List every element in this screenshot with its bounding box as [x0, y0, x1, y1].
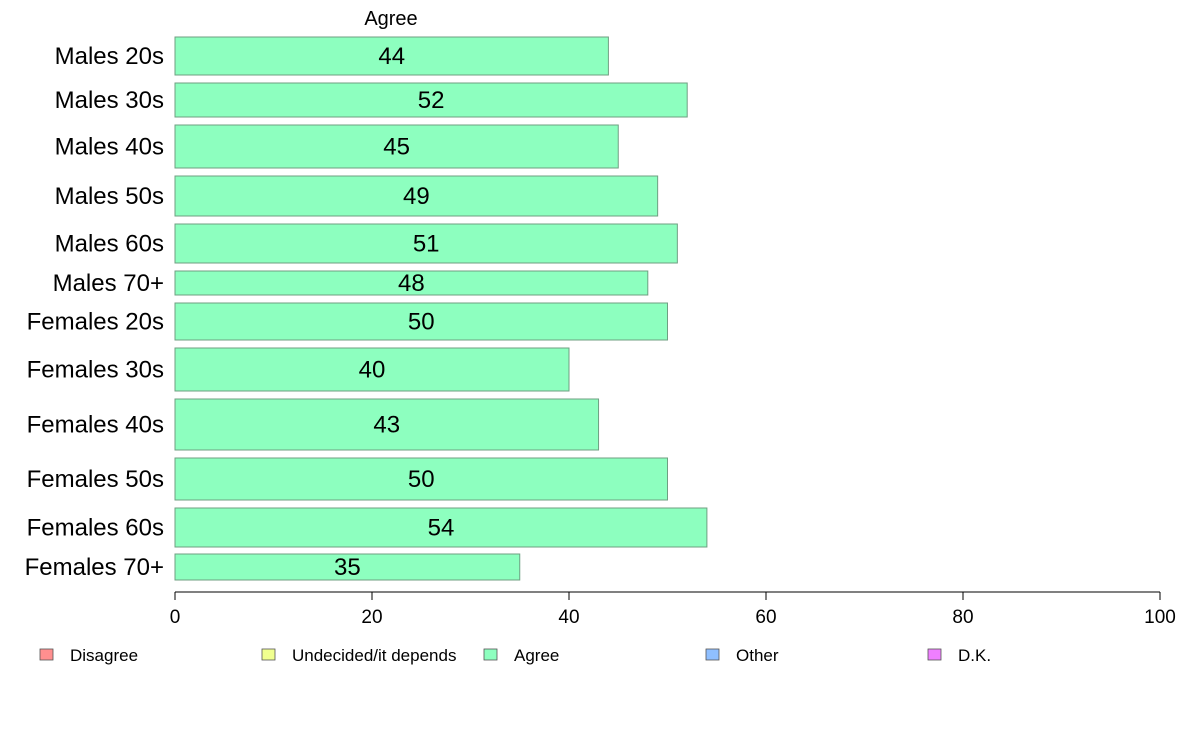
legend-swatch	[927, 648, 942, 661]
legend-swatch	[39, 648, 54, 661]
legend-item: Disagree	[39, 646, 138, 665]
bar	[174, 398, 600, 451]
bar-value-label: 51	[413, 231, 440, 258]
category-label: Males 60s	[55, 231, 164, 258]
bar-value-label: 48	[398, 270, 425, 297]
x-tick-label: 40	[558, 607, 579, 628]
legend-label: Other	[736, 646, 779, 665]
x-tick-label: 80	[952, 607, 973, 628]
bar	[174, 507, 708, 548]
bar-value-label: 54	[428, 515, 455, 542]
category-label: Females 70+	[25, 554, 164, 581]
x-tick-label: 100	[1144, 607, 1176, 628]
bar-value-label: 52	[418, 87, 445, 114]
category-label: Males 70+	[53, 270, 164, 297]
series-title: Agree	[364, 8, 417, 30]
category-label: Females 40s	[27, 412, 164, 439]
bars: Males 20s 44 Males 30s 52 Males 40s 45 Males 5…	[25, 36, 708, 581]
category-label: Females 20s	[27, 309, 164, 336]
x-axis: 0 20 40 60 80 100	[170, 591, 1176, 628]
bar	[174, 553, 521, 581]
bar-value-label: 49	[403, 183, 430, 210]
legend-swatch	[705, 648, 720, 661]
bar-value-label: 43	[373, 412, 400, 439]
bar	[174, 175, 659, 217]
category-label: Males 50s	[55, 183, 164, 210]
legend-label: D.K.	[958, 646, 991, 665]
bar-value-label: 44	[378, 43, 405, 70]
category-label: Males 20s	[55, 43, 164, 70]
bar	[174, 302, 668, 341]
legend-label: Disagree	[70, 646, 138, 665]
bar	[174, 36, 609, 76]
x-tick-label: 20	[361, 607, 382, 628]
bar	[174, 223, 678, 264]
category-label: Females 30s	[27, 357, 164, 384]
legend-swatch	[483, 648, 498, 661]
category-label: Males 40s	[55, 134, 164, 161]
bar-value-label: 35	[334, 554, 361, 581]
legend: Disagree Undecided/it depends Agree Other D.…	[39, 646, 991, 665]
category-label: Females 60s	[27, 515, 164, 542]
legend-item: Other	[705, 646, 779, 665]
legend-label: Undecided/it depends	[292, 646, 456, 665]
bar	[174, 457, 668, 501]
bar-value-label: 50	[408, 309, 435, 336]
legend-item: Agree	[483, 646, 559, 665]
bar	[174, 124, 619, 169]
legend-swatch	[261, 648, 276, 661]
bar	[174, 82, 688, 118]
category-label: Males 30s	[55, 87, 164, 114]
legend-item: Undecided/it depends	[261, 646, 456, 665]
x-tick-label: 0	[170, 607, 181, 628]
bar	[174, 270, 649, 296]
x-tick-label: 60	[755, 607, 776, 628]
bar-value-label: 45	[383, 134, 410, 161]
bar	[174, 347, 570, 392]
bar-value-label: 50	[408, 466, 435, 493]
category-label: Females 50s	[27, 466, 164, 493]
legend-item: D.K.	[927, 646, 991, 665]
bar-value-label: 40	[359, 357, 386, 384]
legend-label: Agree	[514, 646, 559, 665]
